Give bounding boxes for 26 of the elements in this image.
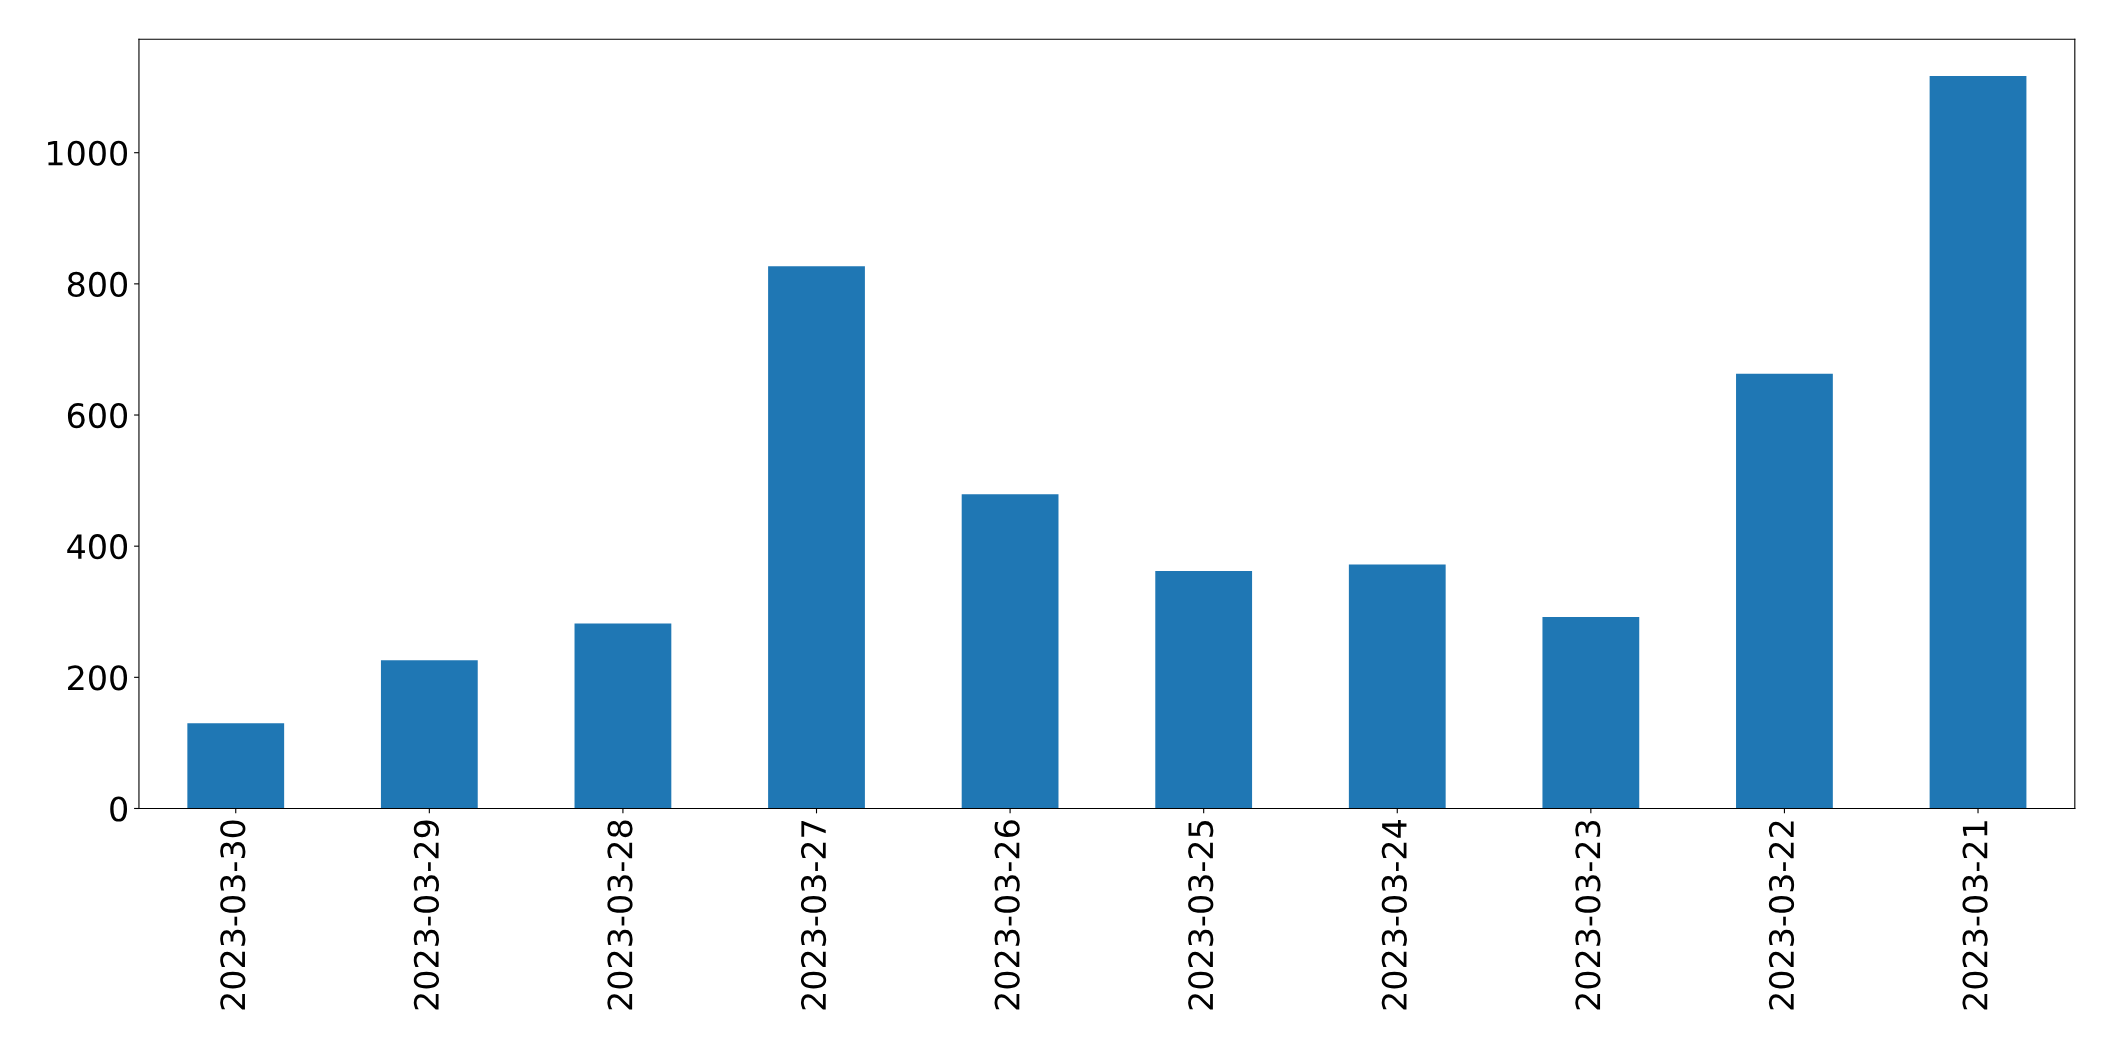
x-tick-label: 2023-03-30: [220, 820, 246, 1010]
y-tick-label: 1000: [48, 140, 128, 166]
x-tick-label: 2023-03-26: [994, 820, 1020, 1010]
x-tick-label: 2023-03-24: [1381, 820, 1407, 1010]
bar: [961, 494, 1059, 809]
x-tick-label: 2023-03-29: [413, 820, 440, 1010]
bar: [380, 660, 478, 809]
y-tick-label: 400: [67, 534, 128, 560]
bar: [187, 723, 285, 809]
y-tick-label: 600: [67, 402, 128, 429]
bar: [1348, 564, 1446, 809]
bar: [1736, 373, 1833, 809]
bar: [1929, 75, 2027, 809]
x-tick-label: 2023-03-22: [1768, 821, 1795, 1010]
bar: [574, 623, 672, 809]
x-tick-label: 2023-03-28: [607, 820, 633, 1010]
x-tick-label: 2023-03-23: [1575, 820, 1601, 1010]
y-tick-label: 0: [110, 796, 128, 822]
x-tick-label: 2023-03-25: [1188, 821, 1214, 1010]
y-tick-label: 200: [68, 665, 128, 691]
x-tick-label: 2023-03-21: [1962, 821, 1988, 1010]
y-tick-label: 800: [67, 271, 128, 297]
bar: [1542, 617, 1640, 809]
bar: [768, 266, 865, 809]
x-tick-label: 2023-03-27: [800, 821, 827, 1010]
bar: [1155, 571, 1253, 809]
